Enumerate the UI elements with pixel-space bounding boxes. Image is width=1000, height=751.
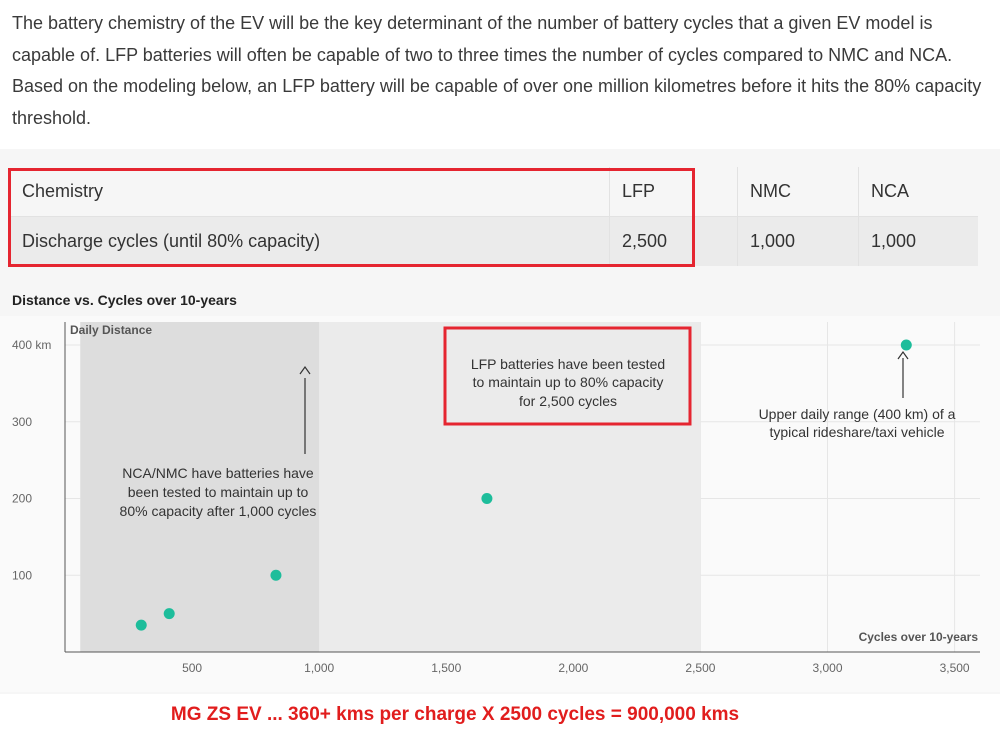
data-point bbox=[163, 608, 175, 620]
annotation-line: 80% capacity after 1,000 cycles bbox=[120, 503, 317, 519]
x-tick-label: 3,000 bbox=[812, 661, 842, 675]
y-tick-label: 400 km bbox=[12, 338, 51, 352]
annotation-lfp: LFP batteries have been tested to mainta… bbox=[443, 326, 692, 426]
table-cell: NMC bbox=[737, 167, 859, 217]
y-tick-label: 100 bbox=[12, 568, 32, 582]
y-tick-label: 200 bbox=[12, 492, 32, 506]
annotation-line: Upper daily range (400 km) of a bbox=[759, 406, 956, 422]
chart-title: Distance vs. Cycles over 10-years bbox=[12, 292, 237, 308]
annotation-line: LFP batteries have been tested bbox=[471, 356, 665, 372]
arrow-up-icon bbox=[897, 350, 909, 360]
data-point bbox=[135, 619, 147, 631]
y-tick-label: 300 bbox=[12, 415, 32, 429]
shaded-region bbox=[319, 322, 701, 652]
x-tick-label: 3,500 bbox=[940, 661, 970, 675]
annotation-upper-range: Upper daily range (400 km) of a typical … bbox=[759, 350, 956, 440]
annotation-line: NCA/NMC have batteries have bbox=[122, 465, 314, 481]
annotation-line: for 2,500 cycles bbox=[519, 393, 617, 409]
shaded-region bbox=[80, 322, 320, 652]
data-point bbox=[900, 339, 912, 351]
arrow-up-icon bbox=[299, 365, 311, 375]
x-tick-label: 1,000 bbox=[304, 661, 334, 675]
annotation-line: to maintain up to 80% capacity bbox=[473, 374, 664, 390]
y-axis-label: Daily Distance bbox=[70, 323, 152, 337]
table-highlight-box bbox=[8, 168, 695, 267]
annotation-nca-nmc: NCA/NMC have batteries have been tested … bbox=[120, 365, 317, 519]
table-cell: 1,000 bbox=[737, 216, 859, 266]
table-row: Discharge cycles (until 80% capacity) 2,… bbox=[10, 216, 978, 266]
intro-paragraph: The battery chemistry of the EV will be … bbox=[12, 13, 982, 128]
data-point bbox=[270, 569, 282, 581]
annotation-line: been tested to maintain up to bbox=[128, 484, 309, 500]
table-cell: LFP bbox=[609, 167, 738, 217]
x-tick-label: 2,500 bbox=[685, 661, 715, 675]
x-tick-label: 2,000 bbox=[558, 661, 588, 675]
table-cell: Chemistry bbox=[10, 167, 610, 217]
table-header-row: Chemistry LFP NMC NCA bbox=[10, 167, 978, 217]
footer-note: MG ZS EV ... 360+ kms per charge X 2500 … bbox=[170, 704, 740, 725]
table-cell: NCA bbox=[858, 167, 978, 217]
scatter-chart: 500 1,000 1,500 2,000 2,500 3,000 3,500 100 200 3… bbox=[0, 316, 1000, 692]
chemistry-table: Chemistry LFP NMC NCA Discharge cycles (… bbox=[10, 167, 978, 266]
x-tick-label: 1,500 bbox=[431, 661, 461, 675]
annotation-highlight-box bbox=[443, 326, 692, 426]
data-point bbox=[481, 493, 493, 505]
table-cell: 1,000 bbox=[858, 216, 978, 266]
table-cell: 2,500 bbox=[609, 216, 738, 266]
x-axis-label: Cycles over 10-years bbox=[859, 630, 979, 644]
x-tick-label: 500 bbox=[182, 661, 202, 675]
annotation-line: typical rideshare/taxi vehicle bbox=[769, 424, 944, 440]
table-cell: Discharge cycles (until 80% capacity) bbox=[10, 216, 610, 266]
